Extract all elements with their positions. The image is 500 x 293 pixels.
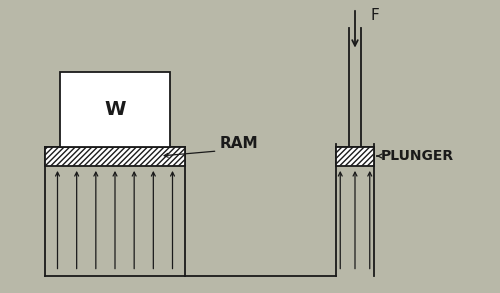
Bar: [45, 146, 185, 166]
Text: F: F: [370, 8, 379, 23]
Bar: [60, 71, 170, 146]
Text: RAM: RAM: [220, 136, 258, 151]
Text: W: W: [104, 100, 126, 118]
Text: PLUNGER: PLUNGER: [382, 149, 454, 163]
Bar: [336, 146, 374, 166]
